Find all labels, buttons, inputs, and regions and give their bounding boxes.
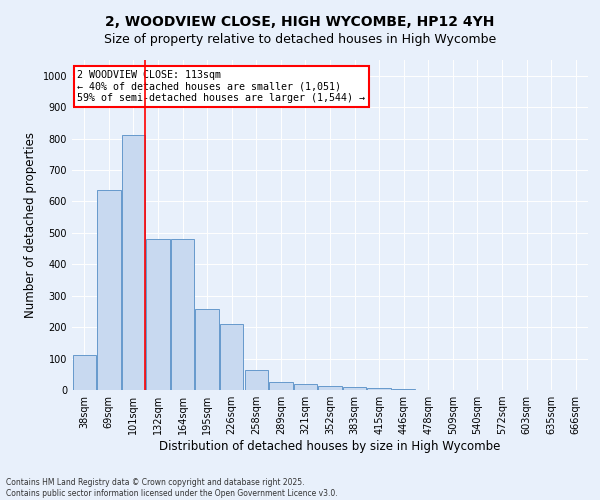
Bar <box>73 356 96 390</box>
Bar <box>343 387 366 390</box>
Bar <box>294 384 317 390</box>
Y-axis label: Number of detached properties: Number of detached properties <box>24 132 37 318</box>
Bar <box>122 136 145 390</box>
Bar <box>171 239 194 390</box>
Bar <box>146 239 170 390</box>
Bar <box>245 370 268 390</box>
Bar <box>196 309 219 390</box>
Bar <box>97 190 121 390</box>
Text: 2, WOODVIEW CLOSE, HIGH WYCOMBE, HP12 4YH: 2, WOODVIEW CLOSE, HIGH WYCOMBE, HP12 4Y… <box>106 15 494 29</box>
Bar <box>319 386 341 390</box>
Text: Contains HM Land Registry data © Crown copyright and database right 2025.
Contai: Contains HM Land Registry data © Crown c… <box>6 478 338 498</box>
Text: 2 WOODVIEW CLOSE: 113sqm
← 40% of detached houses are smaller (1,051)
59% of sem: 2 WOODVIEW CLOSE: 113sqm ← 40% of detach… <box>77 70 365 103</box>
Bar <box>220 324 244 390</box>
Text: Size of property relative to detached houses in High Wycombe: Size of property relative to detached ho… <box>104 32 496 46</box>
X-axis label: Distribution of detached houses by size in High Wycombe: Distribution of detached houses by size … <box>160 440 500 453</box>
Bar <box>392 389 415 390</box>
Bar <box>367 388 391 390</box>
Bar <box>269 382 293 390</box>
